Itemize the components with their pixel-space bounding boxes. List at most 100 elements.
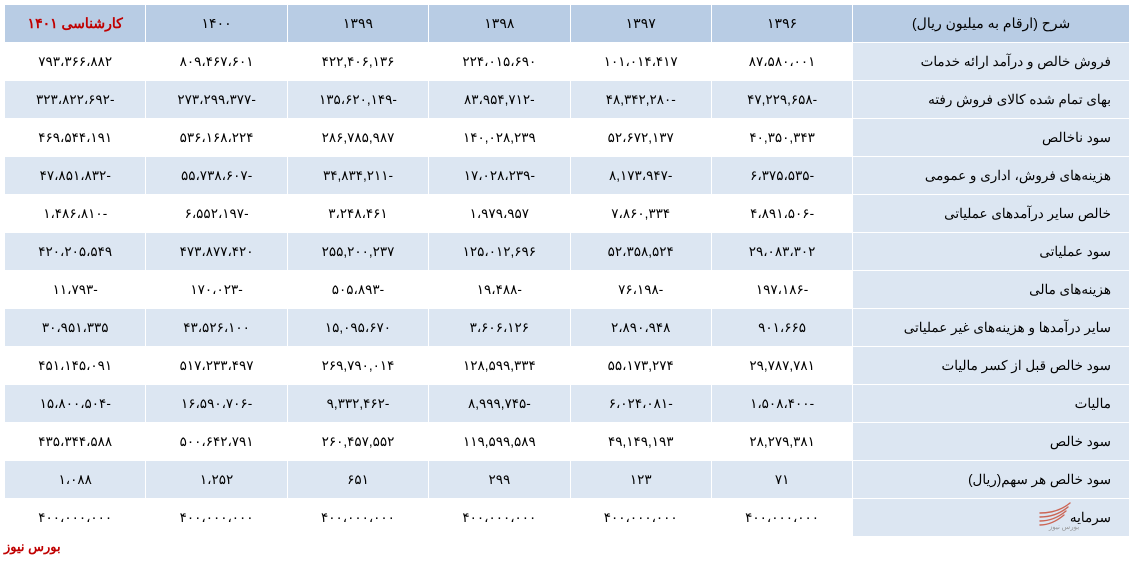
cell-1398: -۸,۹۹۹,۷۴۵ <box>429 385 570 423</box>
cell-1400: -۱۶،۵۹۰،۷۰۶ <box>146 385 287 423</box>
cell-1399: ۲۶۰,۴۵۷,۵۵۲ <box>287 423 428 461</box>
table-row: مالیات-۱،۵۰۸،۴۰۰-۶،۰۲۴،۰۸۱-۸,۹۹۹,۷۴۵-۹,۳… <box>5 385 1130 423</box>
table-row: فروش خالص و درآمد ارائه خدمات۸۷،۵۸۰،۰۰۱۱… <box>5 43 1130 81</box>
cell-1400: ۴۷۳،۸۷۷،۴۲۰ <box>146 233 287 271</box>
cell-1400: ۴۰۰،۰۰۰،۰۰۰ <box>146 499 287 537</box>
table-row: خالص سایر درآمدهای عملیاتی-۴،۸۹۱،۵۰۶۷،۸۶… <box>5 195 1130 233</box>
cell-1399: ۱۵,۰۹۵،۶۷۰ <box>287 309 428 347</box>
cell-1397: -۴۸,۳۴۲,۲۸۰ <box>570 81 711 119</box>
table-header-row: شرح (ارقام به میلیون ریال) ۱۳۹۶ ۱۳۹۷ ۱۳۹… <box>5 5 1130 43</box>
cell-1401: -۱۱،۷۹۳ <box>5 271 146 309</box>
cell-1399: ۳،۲۴۸،۴۶۱ <box>287 195 428 233</box>
cell-1399: ۲۶۹,۷۹۰,۰۱۴ <box>287 347 428 385</box>
row-label: هزینه‌های فروش، اداری و عمومی <box>853 157 1130 195</box>
cell-1397: ۵۵،۱۷۳,۲۷۴ <box>570 347 711 385</box>
table-body: فروش خالص و درآمد ارائه خدمات۸۷،۵۸۰،۰۰۱۱… <box>5 43 1130 537</box>
cell-1396: -۴۷,۲۲۹,۶۵۸ <box>711 81 852 119</box>
row-label: سود خالص هر سهم(ریال) <box>853 461 1130 499</box>
header-desc: شرح (ارقام به میلیون ریال) <box>853 5 1130 43</box>
cell-1399: ۲۵۵,۲۰۰,۲۳۷ <box>287 233 428 271</box>
cell-1397: ۱۲۳ <box>570 461 711 499</box>
cell-1399: -۳۴,۸۳۴,۲۱۱ <box>287 157 428 195</box>
cell-1396: ۲۹،۰۸۳،۳۰۲ <box>711 233 852 271</box>
cell-1396: ۹۰۱،۶۶۵ <box>711 309 852 347</box>
table-row: بهای تمام شده کالای فروش رفته-۴۷,۲۲۹,۶۵۸… <box>5 81 1130 119</box>
cell-1398: ۱،۹۷۹،۹۵۷ <box>429 195 570 233</box>
row-label: بهای تمام شده کالای فروش رفته <box>853 81 1130 119</box>
cell-1397: ۴۰۰،۰۰۰،۰۰۰ <box>570 499 711 537</box>
cell-1397: ۱۰۱،۰۱۴،۴۱۷ <box>570 43 711 81</box>
row-label: سود خالص قبل از کسر مالیات <box>853 347 1130 385</box>
row-label: هزینه‌های مالی <box>853 271 1130 309</box>
cell-1398: -۸۳،۹۵۴,۷۱۲ <box>429 81 570 119</box>
cell-1398: ۲۲۴،۰۱۵،۶۹۰ <box>429 43 570 81</box>
cell-1399: ۴۲۲,۴۰۶,۱۳۶ <box>287 43 428 81</box>
row-label: خالص سایر درآمدهای عملیاتی <box>853 195 1130 233</box>
cell-1398: ۱۱۹,۵۹۹,۵۸۹ <box>429 423 570 461</box>
cell-1397: ۷،۸۶۰,۳۳۴ <box>570 195 711 233</box>
cell-1400: -۵۵،۷۳۸،۶۰۷ <box>146 157 287 195</box>
cell-1399: -۱۳۵،۶۲۰,۱۴۹ <box>287 81 428 119</box>
cell-1401: ۷۹۳،۳۶۶،۸۸۲ <box>5 43 146 81</box>
cell-1398: ۱۲۸,۵۹۹,۳۳۴ <box>429 347 570 385</box>
row-label: سود ناخالص <box>853 119 1130 157</box>
header-1398: ۱۳۹۸ <box>429 5 570 43</box>
cell-1401: ۳۰،۹۵۱،۳۳۵ <box>5 309 146 347</box>
cell-1396: ۴۰,۳۵۰,۳۴۳ <box>711 119 852 157</box>
table-row: سود خالص قبل از کسر مالیات۲۹,۷۸۷,۷۸۱۵۵،۱… <box>5 347 1130 385</box>
cell-1399: -۵۰۵،۸۹۳ <box>287 271 428 309</box>
cell-1396: -۱،۵۰۸،۴۰۰ <box>711 385 852 423</box>
cell-1401: ۴۵۱،۱۴۵،۰۹۱ <box>5 347 146 385</box>
cell-1399: ۴۰۰،۰۰۰،۰۰۰ <box>287 499 428 537</box>
table-row: سود خالص۲۸,۲۷۹,۳۸۱۴۹,۱۴۹,۱۹۳۱۱۹,۵۹۹,۵۸۹۲… <box>5 423 1130 461</box>
cell-1401: -۱،۴۸۶،۸۱۰ <box>5 195 146 233</box>
cell-1398: ۱۲۵،۰۱۲,۶۹۶ <box>429 233 570 271</box>
cell-1398: -۱۹،۴۸۸ <box>429 271 570 309</box>
cell-1397: ۲،۸۹۰،۹۴۸ <box>570 309 711 347</box>
cell-1400: ۸۰۹،۴۶۷،۶۰۱ <box>146 43 287 81</box>
cell-1396: ۲۸,۲۷۹,۳۸۱ <box>711 423 852 461</box>
cell-1398: -۱۷،۰۲۸،۲۳۹ <box>429 157 570 195</box>
financial-table: شرح (ارقام به میلیون ریال) ۱۳۹۶ ۱۳۹۷ ۱۳۹… <box>4 4 1130 537</box>
header-1397: ۱۳۹۷ <box>570 5 711 43</box>
cell-1397: ۵۲،۶۷۲,۱۳۷ <box>570 119 711 157</box>
cell-1398: ۱۴۰,۰۲۸,۲۳۹ <box>429 119 570 157</box>
row-label: فروش خالص و درآمد ارائه خدمات <box>853 43 1130 81</box>
footer-source-label: بورس نیوز <box>4 539 61 555</box>
table-row: سایر درآمدها و هزینه‌های غیر عملیاتی۹۰۱،… <box>5 309 1130 347</box>
cell-1397: -۸,۱۷۳،۹۴۷ <box>570 157 711 195</box>
table-row: هزینه‌های مالی-۱۹۷،۱۸۶-۷۶،۱۹۸-۱۹،۴۸۸-۵۰۵… <box>5 271 1130 309</box>
cell-1401: ۴۲۰،۲۰۵،۵۴۹ <box>5 233 146 271</box>
row-label: سود عملیاتی <box>853 233 1130 271</box>
cell-1400: ۱،۲۵۲ <box>146 461 287 499</box>
cell-1400: ۵۱۷،۲۳۳،۴۹۷ <box>146 347 287 385</box>
cell-1400: -۶،۵۵۲،۱۹۷ <box>146 195 287 233</box>
cell-1400: ۴۳،۵۲۶،۱۰۰ <box>146 309 287 347</box>
cell-1396: ۴۰۰،۰۰۰،۰۰۰ <box>711 499 852 537</box>
cell-1398: ۴۰۰،۰۰۰،۰۰۰ <box>429 499 570 537</box>
cell-1401: ۴۳۵،۳۴۴،۵۸۸ <box>5 423 146 461</box>
header-1401-forecast: کارشناسی ۱۴۰۱ <box>5 5 146 43</box>
cell-1398: ۳،۶۰۶،۱۲۶ <box>429 309 570 347</box>
cell-1400: ۵۰۰،۶۴۲،۷۹۱ <box>146 423 287 461</box>
cell-1396: -۶،۳۷۵،۵۳۵ <box>711 157 852 195</box>
cell-1401: -۴۷،۸۵۱،۸۳۲ <box>5 157 146 195</box>
header-1400: ۱۴۰۰ <box>146 5 287 43</box>
cell-1401: ۴۶۹،۵۴۴،۱۹۱ <box>5 119 146 157</box>
cell-1401: -۱۵،۸۰۰،۵۰۴ <box>5 385 146 423</box>
header-1396: ۱۳۹۶ <box>711 5 852 43</box>
cell-1400: -۱۷۰،۰۲۳ <box>146 271 287 309</box>
cell-1401: ۱،۰۸۸ <box>5 461 146 499</box>
cell-1401: ۴۰۰،۰۰۰،۰۰۰ <box>5 499 146 537</box>
cell-1396: ۷۱ <box>711 461 852 499</box>
cell-1400: ۵۳۶،۱۶۸،۲۲۴ <box>146 119 287 157</box>
financial-table-container: شرح (ارقام به میلیون ریال) ۱۳۹۶ ۱۳۹۷ ۱۳۹… <box>4 4 1130 537</box>
cell-1397: ۵۲،۳۵۸,۵۲۴ <box>570 233 711 271</box>
cell-1396: ۲۹,۷۸۷,۷۸۱ <box>711 347 852 385</box>
cell-1398: ۲۹۹ <box>429 461 570 499</box>
header-1399: ۱۳۹۹ <box>287 5 428 43</box>
cell-1397: -۶،۰۲۴،۰۸۱ <box>570 385 711 423</box>
cell-1396: ۸۷،۵۸۰،۰۰۱ <box>711 43 852 81</box>
row-label: سرمایه <box>853 499 1130 537</box>
table-row: سرمایه۴۰۰،۰۰۰،۰۰۰۴۰۰،۰۰۰،۰۰۰۴۰۰،۰۰۰،۰۰۰۴… <box>5 499 1130 537</box>
